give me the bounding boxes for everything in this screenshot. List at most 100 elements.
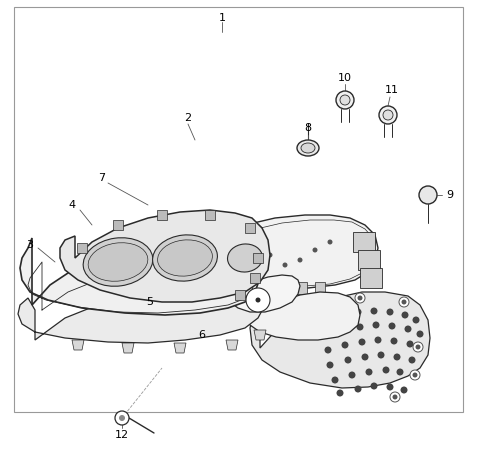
Circle shape <box>255 237 261 243</box>
Circle shape <box>322 316 328 324</box>
Circle shape <box>345 357 351 363</box>
Ellipse shape <box>228 244 263 272</box>
Circle shape <box>312 247 317 253</box>
Polygon shape <box>72 340 84 350</box>
Circle shape <box>326 361 334 368</box>
Polygon shape <box>250 273 260 283</box>
Circle shape <box>410 370 420 380</box>
Circle shape <box>412 316 420 324</box>
Circle shape <box>173 256 177 260</box>
Polygon shape <box>77 243 87 253</box>
Polygon shape <box>353 232 375 252</box>
Circle shape <box>371 383 377 389</box>
Text: 7: 7 <box>98 173 106 183</box>
Circle shape <box>400 386 408 394</box>
Circle shape <box>357 324 363 331</box>
Ellipse shape <box>88 243 148 281</box>
Polygon shape <box>225 282 235 294</box>
Circle shape <box>412 373 418 377</box>
Circle shape <box>336 91 354 109</box>
Circle shape <box>340 95 350 105</box>
Circle shape <box>336 312 344 318</box>
Circle shape <box>322 332 328 339</box>
Circle shape <box>388 323 396 330</box>
Circle shape <box>196 221 244 269</box>
Polygon shape <box>183 215 378 288</box>
Polygon shape <box>279 282 289 294</box>
Polygon shape <box>226 340 238 350</box>
Circle shape <box>327 239 333 245</box>
Text: 9: 9 <box>446 190 454 200</box>
Polygon shape <box>245 223 255 233</box>
Circle shape <box>416 344 420 350</box>
Circle shape <box>386 384 394 391</box>
Circle shape <box>372 322 380 329</box>
Circle shape <box>383 110 393 120</box>
Text: 5: 5 <box>146 297 154 307</box>
Circle shape <box>391 338 397 344</box>
Ellipse shape <box>153 235 217 281</box>
Circle shape <box>355 385 361 393</box>
Text: 12: 12 <box>115 430 129 440</box>
Circle shape <box>216 241 224 249</box>
Circle shape <box>338 326 346 333</box>
Circle shape <box>417 331 423 338</box>
Circle shape <box>341 342 348 349</box>
Polygon shape <box>261 282 271 294</box>
Polygon shape <box>60 210 270 302</box>
Circle shape <box>399 297 409 307</box>
Polygon shape <box>152 220 262 272</box>
Circle shape <box>393 394 397 400</box>
Polygon shape <box>360 268 382 288</box>
Polygon shape <box>122 343 134 353</box>
Circle shape <box>313 303 323 313</box>
Circle shape <box>298 257 302 263</box>
Circle shape <box>332 377 338 384</box>
Circle shape <box>413 342 423 352</box>
Circle shape <box>267 253 273 257</box>
Circle shape <box>379 106 397 124</box>
Circle shape <box>361 353 369 360</box>
Text: 11: 11 <box>385 85 399 95</box>
Circle shape <box>358 296 362 300</box>
Circle shape <box>348 371 356 378</box>
Circle shape <box>355 293 365 303</box>
Circle shape <box>170 253 180 263</box>
Polygon shape <box>157 210 167 220</box>
Circle shape <box>377 351 384 359</box>
Circle shape <box>401 299 407 305</box>
Polygon shape <box>253 253 263 263</box>
Ellipse shape <box>83 238 153 286</box>
Circle shape <box>386 308 394 315</box>
Polygon shape <box>226 275 300 312</box>
Polygon shape <box>244 290 360 340</box>
Polygon shape <box>250 292 430 388</box>
Text: 10: 10 <box>338 73 352 83</box>
Polygon shape <box>358 250 380 270</box>
Text: 1: 1 <box>218 13 226 23</box>
Ellipse shape <box>297 140 319 156</box>
Circle shape <box>115 411 129 425</box>
Circle shape <box>355 308 361 315</box>
Circle shape <box>192 217 248 273</box>
Circle shape <box>394 353 400 360</box>
Polygon shape <box>205 210 215 220</box>
Circle shape <box>255 298 261 303</box>
Text: 4: 4 <box>69 200 75 210</box>
Circle shape <box>405 325 411 333</box>
Polygon shape <box>188 255 212 275</box>
Text: 2: 2 <box>184 113 192 123</box>
Polygon shape <box>315 282 325 294</box>
Polygon shape <box>18 282 265 343</box>
Polygon shape <box>243 282 253 294</box>
Circle shape <box>374 336 382 343</box>
Circle shape <box>371 307 377 315</box>
Polygon shape <box>174 343 186 353</box>
Polygon shape <box>113 220 123 230</box>
Ellipse shape <box>301 143 315 153</box>
Circle shape <box>408 357 416 363</box>
Circle shape <box>315 306 321 310</box>
Circle shape <box>283 263 288 268</box>
Circle shape <box>383 367 389 374</box>
Polygon shape <box>254 330 266 340</box>
